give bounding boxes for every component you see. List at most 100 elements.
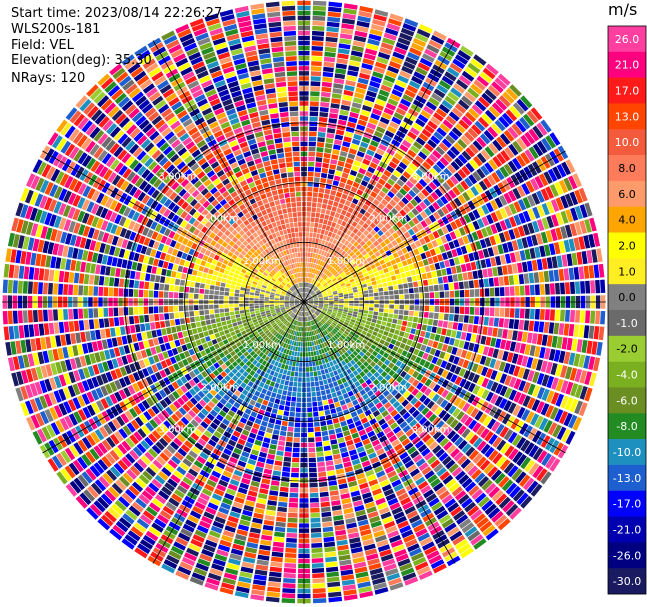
radar-gate (392, 195, 401, 203)
radar-gate (393, 112, 404, 121)
radar-gate (313, 303, 319, 306)
radar-gate (402, 171, 411, 180)
radar-gate (318, 223, 323, 229)
radar-gate (482, 346, 490, 356)
radar-gate (446, 149, 457, 160)
radar-gate (426, 272, 432, 279)
radar-gate (442, 276, 448, 283)
radar-gate (395, 237, 402, 244)
radar-gate (311, 202, 317, 208)
radar-gate (323, 219, 328, 225)
radar-gate (479, 133, 491, 145)
radar-gate (312, 293, 317, 297)
radar-gate (558, 323, 565, 335)
radar-gate (285, 401, 291, 407)
radar-gate (311, 396, 317, 402)
radar-gate (395, 212, 403, 220)
radar-gate (335, 266, 340, 271)
radar-gate (409, 47, 422, 57)
radar-gate (511, 240, 519, 251)
radar-gate (362, 58, 375, 66)
radar-gate (588, 356, 596, 370)
radar-gate (457, 273, 463, 281)
radar-gate (307, 272, 310, 278)
radar-gate (401, 139, 412, 149)
radar-gate (309, 366, 313, 372)
radar-gate (521, 261, 528, 273)
radar-gate (436, 327, 442, 335)
radar-gate (386, 322, 392, 328)
radar-gate (325, 225, 331, 231)
radar-gate (579, 386, 588, 400)
radar-gate (400, 27, 415, 37)
radar-gate (476, 229, 484, 240)
radar-gate (521, 183, 531, 195)
radar-gate (413, 195, 422, 204)
radar-gate (384, 272, 391, 278)
radar-gate (464, 177, 474, 188)
radar-gate (326, 289, 332, 293)
radar-gate (511, 123, 523, 136)
radar-gate (281, 598, 295, 604)
radar-gate (433, 112, 444, 122)
radar-gate (560, 309, 565, 322)
radar-gate (449, 258, 455, 267)
radar-gate (281, 471, 290, 477)
radar-gate (503, 163, 514, 175)
radar-gate (341, 18, 355, 25)
radar-gate (444, 291, 450, 298)
radar-gate (441, 344, 448, 352)
radar-gate (389, 93, 401, 102)
radar-gate (499, 287, 505, 297)
radar-gate (560, 395, 569, 409)
radar-gate (346, 285, 352, 289)
radar-gate (369, 222, 376, 229)
radar-gate (320, 279, 325, 284)
radar-gate (491, 172, 501, 183)
radar-gate (388, 286, 394, 291)
radar-gate (407, 131, 417, 140)
radar-gate (308, 299, 314, 301)
radar-gate (379, 116, 390, 125)
radar-gate (491, 81, 504, 94)
radar-gate (326, 311, 332, 315)
radar-gate (323, 296, 329, 299)
radar-gate (454, 103, 467, 114)
radar-gate (511, 353, 519, 364)
radar-gate (321, 250, 325, 256)
radar-gate (413, 287, 419, 293)
radar-gate (432, 341, 439, 349)
radar-gate (532, 143, 544, 157)
radar-gate (347, 121, 356, 129)
radar-gate (288, 502, 298, 508)
radar-gate (424, 185, 434, 194)
radar-gate (300, 347, 303, 352)
radar-gate (528, 128, 540, 142)
radar-gate (460, 349, 468, 359)
radar-gate (364, 199, 372, 207)
radar-gate (326, 26, 339, 33)
radar-gate (385, 337, 392, 343)
radar-gate (445, 203, 454, 212)
radar-gate (563, 268, 570, 281)
radar-gate (305, 347, 308, 352)
radar-gate (402, 184, 411, 193)
radar-gate (338, 242, 344, 248)
radar-gate (457, 237, 465, 246)
radar-gate (563, 177, 573, 192)
radar-gate (504, 205, 513, 217)
radar-gate (347, 242, 353, 249)
radar-gate (472, 209, 481, 219)
radar-gate (418, 165, 428, 174)
radar-gate (463, 341, 470, 350)
radar-gate (333, 294, 338, 297)
radar-gate (424, 331, 431, 339)
radar-gate (527, 397, 536, 410)
radar-gate (481, 366, 489, 377)
radar-gate (308, 141, 316, 147)
radar-gate (568, 175, 578, 190)
radar-gate (381, 335, 387, 341)
radar-gate (481, 377, 490, 388)
radar-gate (306, 288, 309, 293)
radar-gate (578, 324, 585, 338)
